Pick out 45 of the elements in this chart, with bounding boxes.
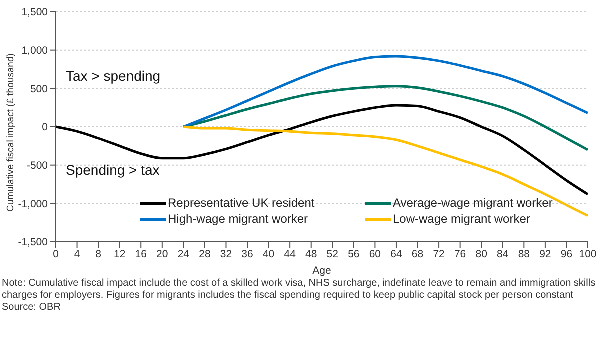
x-tick-label: 56 bbox=[348, 248, 360, 260]
legend-label: Representative UK resident bbox=[168, 196, 315, 210]
x-tick-label: 88 bbox=[518, 248, 530, 260]
x-tick-label: 12 bbox=[114, 248, 126, 260]
x-tick-label: 16 bbox=[135, 248, 148, 260]
x-tick-label: 0 bbox=[53, 248, 60, 260]
legend-label: Average-wage migrant worker bbox=[393, 196, 553, 210]
x-tick-label: 72 bbox=[433, 248, 446, 260]
y-tick-label: -500 bbox=[26, 160, 48, 172]
x-tick-label: 44 bbox=[284, 248, 296, 260]
y-tick-label: 500 bbox=[30, 83, 48, 96]
x-tick-label: 4 bbox=[74, 248, 80, 260]
y-tick-label: 0 bbox=[42, 122, 48, 134]
y-tick-label: 1,000 bbox=[22, 45, 48, 58]
x-tick-label: 20 bbox=[156, 248, 168, 260]
y-axis-title: Cumulative fiscal impact (£ thousand) bbox=[5, 54, 16, 212]
x-axis-title: Age bbox=[312, 265, 332, 277]
y-tick-label: -1,000 bbox=[18, 198, 48, 210]
x-tick-label: 28 bbox=[199, 248, 211, 260]
text: Note: Cumulative fiscal impact include the cost of a skilled work visa, NHS surcharge, indefinate leave to remain and immigration skills charges for employers. Figures for migrants includes the fiscal spending required to keep public capital stock per person constant bbox=[2, 278, 597, 302]
x-tick-label: 76 bbox=[454, 248, 466, 260]
x-tick-label: 8 bbox=[96, 248, 102, 260]
x-tick-label: 68 bbox=[412, 248, 424, 260]
line-series bbox=[56, 104, 588, 196]
x-tick-label: 64 bbox=[390, 248, 402, 260]
annotation: Spending > tax bbox=[66, 162, 160, 178]
line-series bbox=[182, 55, 588, 128]
y-tick-label: -1,500 bbox=[18, 236, 48, 249]
y-tick-label: 1,500 bbox=[22, 6, 48, 19]
x-tick-label: 60 bbox=[369, 248, 382, 260]
legend-label: Low-wage migrant worker bbox=[393, 212, 530, 226]
x-tick-label: 48 bbox=[306, 248, 318, 260]
x-tick-label: 52 bbox=[326, 248, 339, 260]
x-tick-label: 36 bbox=[242, 248, 254, 260]
x-tick-label: 24 bbox=[178, 248, 190, 260]
x-tick-label: 40 bbox=[262, 248, 275, 260]
x-tick-label: 80 bbox=[476, 248, 488, 260]
x-tick-label: 92 bbox=[540, 248, 552, 260]
source-note: Source: OBR bbox=[2, 302, 62, 314]
x-tick-label: 32 bbox=[220, 248, 232, 260]
legend-label: High-wage migrant worker bbox=[168, 212, 308, 226]
x-tick-label: 100 bbox=[579, 248, 597, 260]
x-tick-label: 96 bbox=[560, 248, 573, 260]
x-tick-label: 84 bbox=[497, 248, 509, 260]
annotation: Tax > spending bbox=[66, 68, 161, 84]
